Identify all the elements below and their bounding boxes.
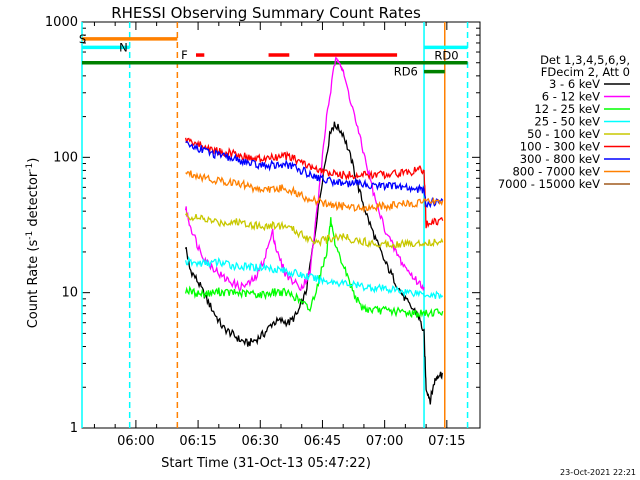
flag-bar-label: F [181,48,188,62]
footer-date: 23-Oct-2021 22:21 [560,468,636,477]
legend-header: Det 1,3,4,5,6,9, [540,53,630,67]
plot-area: 1 10 100 1000 06:00 06:15 06:30 06:45 07:00 07:15… [45,15,481,449]
legend-entry-label: 6 - 12 keV [542,90,600,104]
series-line [185,140,444,209]
series-line [184,217,444,319]
series-line [184,56,425,292]
legend-entry-label: 100 - 300 keV [520,140,600,154]
y-axis-label-end: ) [26,158,41,163]
flag-bar-label: RD0 [434,49,458,63]
legend-entry-label: 12 - 25 keV [534,102,600,116]
legend: Det 1,3,4,5,6,9,FDecim 2, Att 03 - 6 keV… [498,53,630,191]
flag-bar-label: RD6 [394,65,418,79]
legend-entry-label: 300 - 800 keV [520,152,600,166]
x-tick-label: 06:15 [179,434,216,449]
x-tick-label: 07:15 [428,434,465,449]
y-tick-label: 1 [70,421,78,436]
chart-title: RHESSI Observing Summary Count Rates [111,4,421,22]
x-tick-label: 06:30 [242,434,279,449]
legend-header: FDecim 2, Att 0 [541,65,630,79]
series-line [184,137,444,229]
x-tick-label: 06:00 [117,434,154,449]
legend-entry-label: 800 - 7000 keV [512,165,600,179]
y-axis-label: Count Rate (s-1 detector-1) [25,158,41,329]
x-tick-label: 06:45 [304,434,341,449]
flag-bar-label: N [119,40,128,54]
series-line [185,211,444,249]
legend-entry-label: 25 - 50 keV [534,115,600,129]
y-axis-label-part: Count Rate (s [26,240,41,329]
y-tick-label: 10 [61,286,78,301]
legend-entry-label: 3 - 6 keV [549,77,600,91]
legend-entry-label: 50 - 100 keV [527,127,600,141]
y-tick-label: 1000 [45,15,78,30]
y-tick-label: 100 [53,150,78,165]
legend-entry-label: 7000 - 15000 keV [498,177,600,191]
y-axis-label-sup: -1 [25,231,35,240]
y-axis-label-part2: detector [26,171,41,231]
y-axis-label-sup2: -1 [25,163,35,172]
x-axis-label: Start Time (31-Oct-13 05:47:22) [161,456,371,471]
x-tick-label: 07:00 [366,434,403,449]
series-line [185,170,444,214]
series-line [184,121,444,405]
series-line [184,255,444,299]
flag-bar-label: S [79,32,86,46]
